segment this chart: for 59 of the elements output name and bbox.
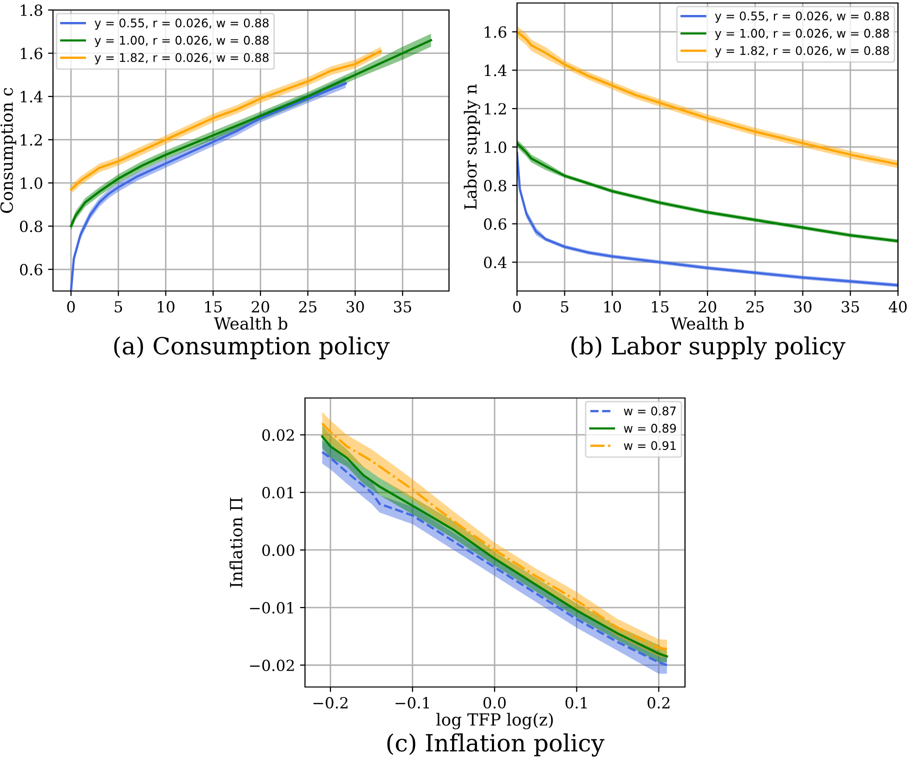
- y-tick-label: 0.01: [262, 486, 294, 498]
- y-tick-label: 0.6: [20, 264, 42, 276]
- x-tick-label: −0.1: [396, 696, 429, 709]
- x-tick-label: 15: [205, 300, 222, 313]
- legend-label: w = 0.89: [624, 424, 676, 433]
- legend-label: y = 1.82, r = 0.026, w = 0.88: [94, 53, 269, 64]
- x-tick-label: 25: [746, 300, 764, 313]
- legend-label: w = 0.91: [624, 441, 676, 450]
- y-axis-title: Consumption c: [0, 88, 16, 213]
- x-tick-label: 20: [252, 300, 270, 313]
- x-tick-label: 20: [698, 300, 716, 313]
- legend-label: w = 0.87: [624, 406, 676, 416]
- y-tick-label: 1.8: [20, 4, 42, 16]
- x-tick-label: 30: [346, 300, 364, 313]
- y-tick-label: 0.8: [484, 180, 506, 192]
- x-tick-label: 0.1: [566, 696, 587, 709]
- x-tick-label: 0: [513, 300, 521, 313]
- y-tick-label: 1.6: [20, 48, 42, 60]
- y-tick-label: 1.0: [20, 177, 42, 189]
- x-tick-label: 30: [794, 300, 812, 313]
- x-axis-title: Wealth b: [670, 316, 744, 330]
- y-tick-label: 0.00: [262, 544, 294, 556]
- y-axis-title: Labor supply n: [464, 84, 480, 210]
- y-tick-label: −0.02: [250, 660, 294, 672]
- x-tick-label: 15: [652, 300, 668, 313]
- x-tick-label: 10: [158, 300, 174, 313]
- y-tick-label: 1.2: [20, 134, 42, 146]
- text: (c) Inflation policy: [387, 733, 604, 757]
- x-tick-label: 0.0: [483, 696, 506, 709]
- x-axis-title: Wealth b: [214, 316, 288, 330]
- y-tick-label: 0.4: [484, 256, 507, 268]
- x-tick-label: 5: [114, 301, 122, 313]
- text: (b) Labor supply policy: [571, 336, 846, 360]
- y-tick-label: 1.4: [20, 90, 43, 102]
- x-tick-label: 0: [67, 300, 75, 313]
- y-axis-title: Inflation Π: [230, 498, 242, 588]
- text: (a) Consumption policy: [114, 336, 390, 360]
- legend-label: y = 1.82, r = 0.026, w = 0.88: [715, 46, 889, 58]
- y-tick-label: 1.0: [484, 141, 506, 154]
- y-tick-label: 1.2: [484, 103, 506, 115]
- x-axis-title: log TFP log(z): [436, 712, 553, 730]
- x-tick-label: 25: [299, 300, 316, 313]
- x-tick-label: 5: [561, 301, 568, 313]
- legend-label: y = 0.55, r = 0.026, w = 0.88: [94, 18, 269, 30]
- y-tick-label: 0.02: [262, 429, 294, 441]
- y-tick-label: 0.6: [484, 218, 506, 230]
- legend-label: y = 1.00, r = 0.026, w = 0.88: [94, 36, 269, 48]
- legend-label: y = 1.00, r = 0.026, w = 0.88: [715, 28, 889, 40]
- y-tick-label: 0.8: [20, 220, 42, 232]
- y-tick-label: 1.4: [484, 64, 507, 76]
- x-tick-label: 35: [842, 300, 859, 313]
- x-tick-label: −0.2: [314, 696, 348, 709]
- x-tick-label: 40: [888, 300, 907, 313]
- x-tick-label: 35: [394, 300, 412, 313]
- x-tick-label: 10: [604, 300, 621, 313]
- y-tick-label: 1.6: [484, 26, 506, 38]
- legend-label: y = 0.55, r = 0.026, w = 0.88: [715, 11, 889, 23]
- y-tick-label: −0.01: [250, 602, 294, 614]
- x-tick-label: 0.2: [648, 696, 670, 709]
